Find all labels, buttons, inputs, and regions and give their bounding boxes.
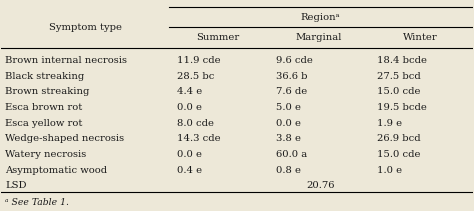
Text: 11.9 cde: 11.9 cde [177,56,220,65]
Text: 19.5 bcde: 19.5 bcde [377,103,427,112]
Text: Black streaking: Black streaking [5,72,84,81]
Text: 1.0 e: 1.0 e [377,166,402,174]
Text: 15.0 cde: 15.0 cde [377,150,421,159]
Text: Winter: Winter [403,33,438,42]
Text: Watery necrosis: Watery necrosis [5,150,86,159]
Text: 27.5 bcd: 27.5 bcd [377,72,421,81]
Text: 20.76: 20.76 [306,181,335,190]
Text: Brown internal necrosis: Brown internal necrosis [5,56,127,65]
Text: Brown streaking: Brown streaking [5,88,90,96]
Text: 18.4 bcde: 18.4 bcde [377,56,427,65]
Text: 5.0 e: 5.0 e [276,103,301,112]
Text: Esca brown rot: Esca brown rot [5,103,82,112]
Text: 8.0 cde: 8.0 cde [177,119,214,128]
Text: ᵃ See Table 1.: ᵃ See Table 1. [5,198,69,207]
Text: Regionᵃ: Regionᵃ [301,12,340,22]
Text: Symptom type: Symptom type [48,23,121,32]
Text: 9.6 cde: 9.6 cde [276,56,313,65]
Text: 1.9 e: 1.9 e [377,119,402,128]
Text: Esca yellow rot: Esca yellow rot [5,119,82,128]
Text: 28.5 bc: 28.5 bc [177,72,214,81]
Text: 7.6 de: 7.6 de [276,88,307,96]
Text: 0.8 e: 0.8 e [276,166,301,174]
Text: 0.4 e: 0.4 e [177,166,202,174]
Text: Asymptomatic wood: Asymptomatic wood [5,166,107,174]
Text: 26.9 bcd: 26.9 bcd [377,134,421,143]
Text: 0.0 e: 0.0 e [177,103,201,112]
Text: 0.0 e: 0.0 e [177,150,201,159]
Text: 60.0 a: 60.0 a [276,150,307,159]
Text: Wedge-shaped necrosis: Wedge-shaped necrosis [5,134,124,143]
Text: 36.6 b: 36.6 b [276,72,307,81]
Text: 14.3 cde: 14.3 cde [177,134,220,143]
Text: LSD: LSD [5,181,27,190]
Text: 3.8 e: 3.8 e [276,134,301,143]
Text: Marginal: Marginal [295,33,341,42]
Text: 4.4 e: 4.4 e [177,88,202,96]
Text: Summer: Summer [197,33,240,42]
Text: 15.0 cde: 15.0 cde [377,88,421,96]
Text: 0.0 e: 0.0 e [276,119,301,128]
